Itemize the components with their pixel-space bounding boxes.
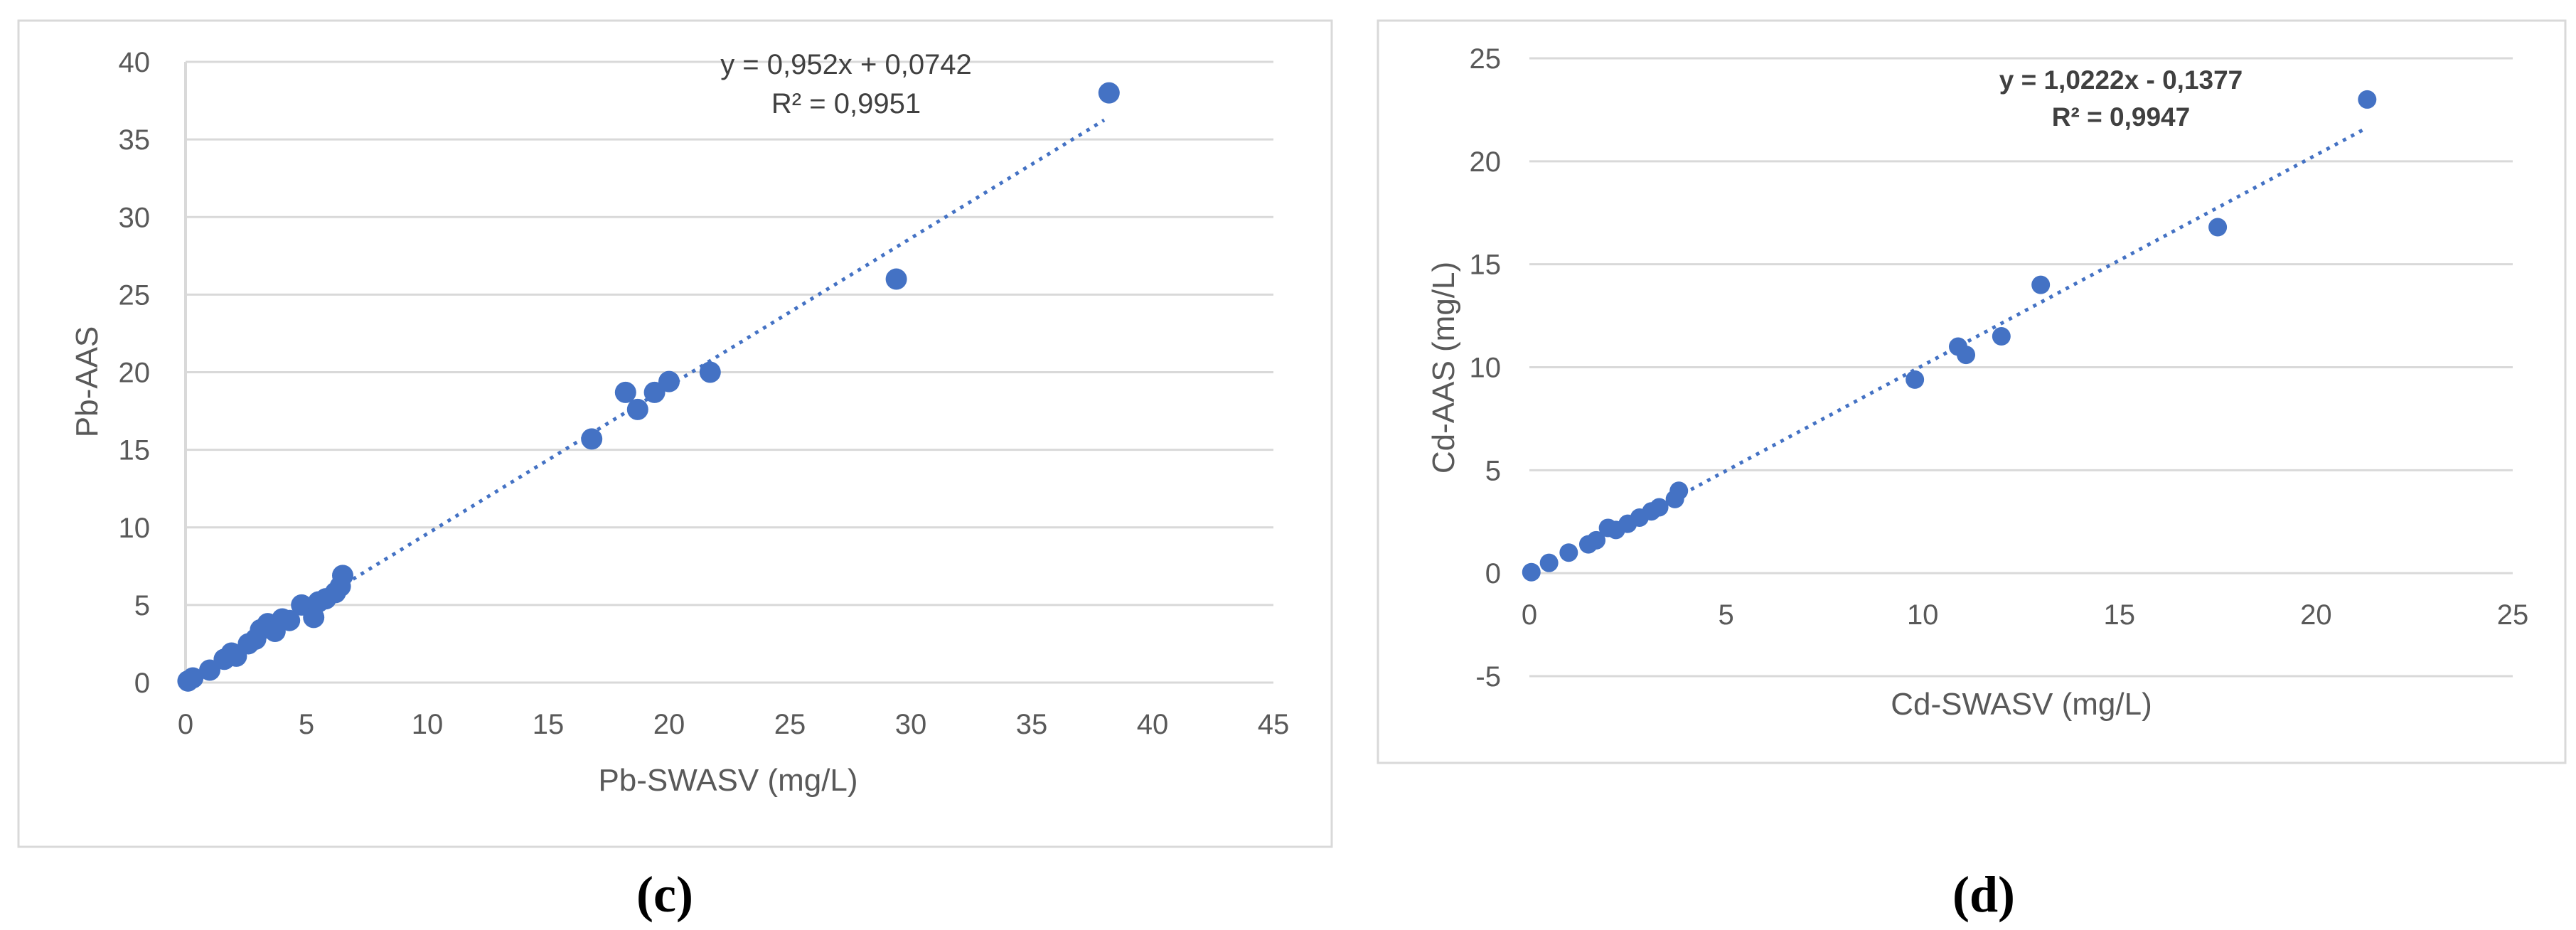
r-squared-label: R² = 0,9947 (2052, 102, 2190, 132)
y-tick-label: 25 (1470, 43, 1502, 75)
data-points (177, 82, 1120, 692)
data-point (2358, 90, 2377, 109)
x-tick-label: 20 (653, 709, 685, 740)
y-tick-label: 20 (119, 358, 151, 389)
y-tick-label: 25 (119, 279, 151, 311)
y-axis-title: Cd-AAS (mg/L) (1426, 262, 1461, 474)
panel-label: (c) (636, 866, 693, 923)
data-point (643, 381, 666, 403)
x-tick-label: 25 (2497, 599, 2529, 631)
x-tick-label: 15 (2104, 599, 2136, 631)
x-tick-label: 20 (2300, 599, 2332, 631)
x-tick-label: 25 (774, 709, 806, 740)
y-axis-ticks: -5 0 5 10 15 20 25 (1470, 43, 1502, 693)
y-tick-label: 0 (1485, 558, 1501, 589)
x-tick-label: 10 (1907, 599, 1939, 631)
gridlines (1529, 57, 2513, 678)
y-axis-title: Pb-AAS (70, 326, 105, 438)
y-tick-label: -5 (1475, 661, 1501, 693)
x-tick-label: 0 (178, 709, 193, 740)
panel-label: (d) (1952, 866, 2015, 923)
trendline-equation: y = 1,0222x - 0,1377 (1999, 65, 2243, 95)
x-tick-label: 40 (1137, 709, 1169, 740)
data-point (1559, 543, 1578, 562)
trendline-equation: y = 0,952x + 0,0742 (720, 49, 972, 80)
data-point (1587, 530, 1606, 550)
data-point (2208, 218, 2228, 237)
data-point (199, 659, 220, 681)
y-axis-ticks: 0 5 10 15 20 25 30 35 40 (119, 47, 151, 699)
chart-border (1377, 19, 2567, 764)
y-tick-label: 15 (119, 435, 151, 466)
data-point (699, 361, 721, 383)
data-point (332, 565, 353, 587)
data-point (885, 268, 907, 290)
chart-frame (17, 19, 1333, 848)
x-tick-label: 5 (299, 709, 314, 740)
r-squared-label: R² = 0,9951 (771, 88, 921, 119)
x-axis-ticks: 0 5 10 15 20 25 30 35 40 45 (178, 709, 1289, 740)
x-axis-title: Pb-SWASV (mg/L) (598, 763, 857, 798)
trendline (344, 118, 1106, 586)
x-axis-title: Cd-SWASV (mg/L) (1891, 687, 2152, 722)
x-tick-label: 30 (895, 709, 927, 740)
y-tick-label: 40 (119, 47, 151, 78)
data-point (614, 381, 636, 403)
data-point (626, 398, 648, 420)
y-tick-label: 5 (1485, 455, 1501, 486)
x-tick-label: 15 (533, 709, 565, 740)
x-tick-label: 35 (1016, 709, 1048, 740)
data-point (1957, 346, 1976, 365)
y-tick-label: 0 (134, 668, 150, 699)
x-tick-label: 10 (412, 709, 444, 740)
y-tick-label: 10 (119, 513, 151, 544)
data-point (1992, 327, 2011, 346)
y-tick-label: 5 (134, 590, 150, 621)
data-point (1669, 481, 1689, 501)
data-point (1906, 370, 1925, 389)
data-point (279, 609, 301, 631)
data-point (1522, 562, 1541, 582)
chart-panel-c: 0 5 10 15 20 25 30 35 40 0 5 10 15 20 25 30 35 40 45 y = … (17, 19, 1333, 923)
chart-border (17, 19, 1333, 848)
y-tick-label: 15 (1470, 250, 1502, 281)
chart-panel-d: -5 0 5 10 15 20 25 0 5 10 15 20 25 y = 1,0222x - 0,… (1377, 19, 2567, 923)
gridlines (184, 60, 1273, 684)
data-point (1098, 82, 1120, 104)
x-tick-label: 0 (1522, 599, 1537, 631)
x-tick-label: 45 (1258, 709, 1290, 740)
data-point (581, 428, 603, 450)
data-point (182, 667, 204, 689)
y-tick-label: 30 (119, 202, 151, 233)
x-tick-label: 5 (1718, 599, 1733, 631)
y-tick-label: 20 (1470, 146, 1502, 178)
y-tick-label: 10 (1470, 353, 1502, 384)
data-points (1522, 90, 2377, 582)
data-point (658, 370, 680, 392)
data-point (2031, 275, 2051, 294)
y-tick-label: 35 (119, 124, 151, 156)
chart-frame (1377, 19, 2567, 764)
data-point (1650, 498, 1669, 517)
x-axis-ticks: 0 5 10 15 20 25 (1522, 599, 2528, 631)
data-point (1539, 553, 1559, 572)
trendline-dotted (344, 118, 1106, 586)
